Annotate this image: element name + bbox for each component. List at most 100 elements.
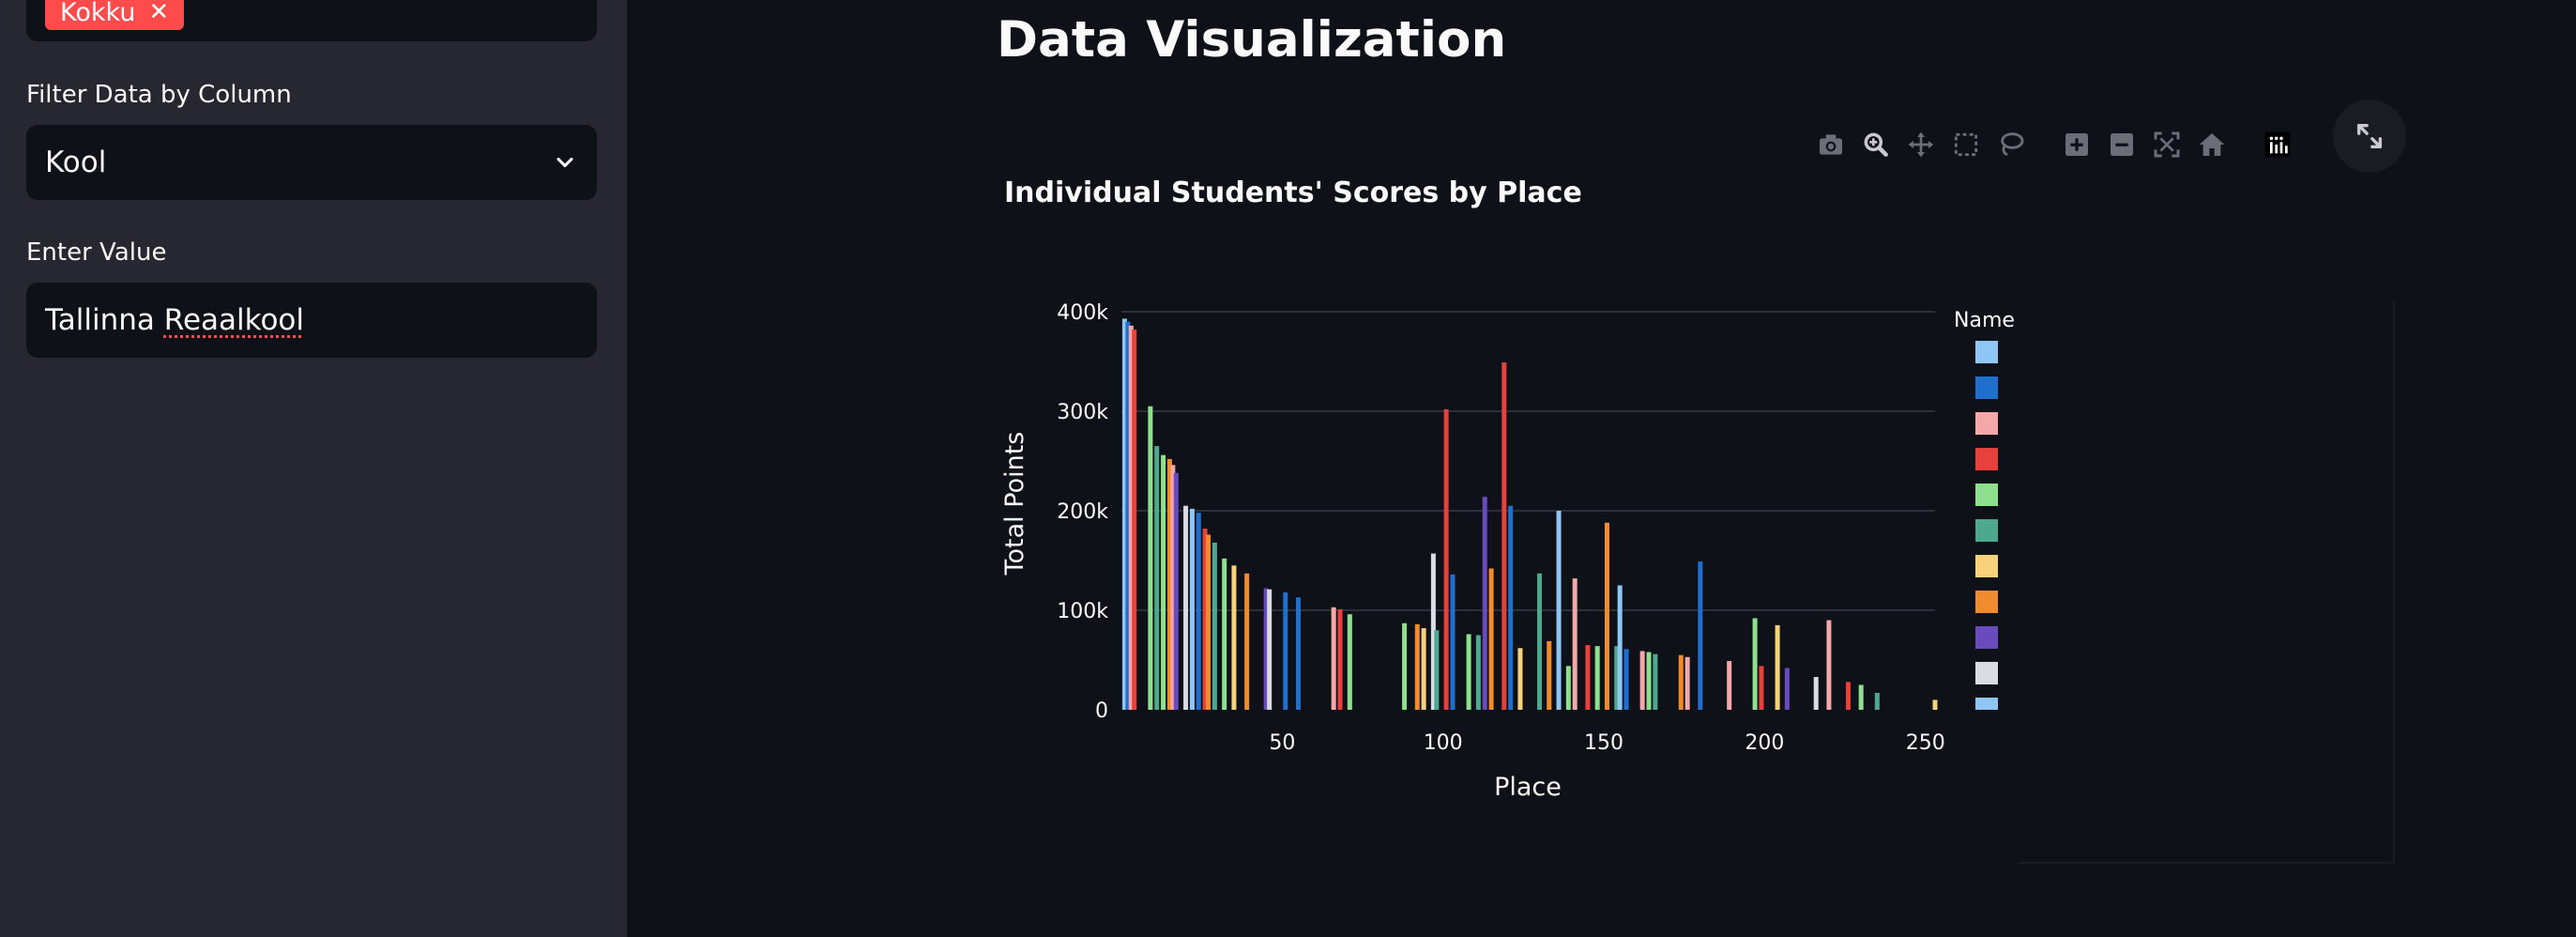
- close-icon[interactable]: ✕: [148, 0, 170, 26]
- bar[interactable]: [1536, 573, 1542, 710]
- bar[interactable]: [1402, 622, 1408, 710]
- bar[interactable]: [1154, 446, 1160, 710]
- bar[interactable]: [1173, 472, 1179, 710]
- bar[interactable]: [1244, 573, 1250, 710]
- pan-icon[interactable]: [1905, 129, 1937, 161]
- bar[interactable]: [1623, 649, 1629, 710]
- bar[interactable]: [1125, 321, 1131, 710]
- bar[interactable]: [1813, 677, 1819, 710]
- bar[interactable]: [1202, 529, 1208, 710]
- bar[interactable]: [1874, 692, 1880, 710]
- bar[interactable]: [1121, 318, 1127, 710]
- bar[interactable]: [1189, 508, 1195, 710]
- bar[interactable]: [1295, 597, 1301, 710]
- bar[interactable]: [1653, 653, 1658, 710]
- bar[interactable]: [1267, 589, 1273, 710]
- bar[interactable]: [1466, 634, 1471, 710]
- bar[interactable]: [1183, 505, 1189, 710]
- legend-swatch[interactable]: [1975, 448, 1998, 470]
- legend-swatch[interactable]: [1975, 484, 1998, 506]
- filter-column-select[interactable]: Kool: [26, 125, 597, 200]
- bar[interactable]: [1206, 534, 1212, 710]
- bar[interactable]: [1128, 325, 1134, 710]
- bar[interactable]: [1752, 618, 1758, 710]
- bar[interactable]: [1421, 628, 1426, 710]
- zoom-out-icon[interactable]: [2106, 129, 2138, 161]
- bar[interactable]: [1614, 646, 1620, 710]
- bar[interactable]: [1639, 651, 1645, 710]
- bar[interactable]: [1443, 408, 1449, 710]
- legend-swatch[interactable]: [1975, 412, 1998, 435]
- bar[interactable]: [1727, 661, 1732, 710]
- bar[interactable]: [1604, 522, 1609, 710]
- zoom-icon[interactable]: [1860, 129, 1892, 161]
- legend-swatch[interactable]: [1975, 341, 1998, 363]
- bar[interactable]: [1594, 646, 1600, 710]
- legend-swatch[interactable]: [1975, 662, 1998, 684]
- bar[interactable]: [1148, 406, 1153, 710]
- bar[interactable]: [1646, 652, 1652, 710]
- columns-multiselect[interactable]: Kokku ✕: [26, 0, 597, 41]
- bar[interactable]: [1347, 614, 1352, 710]
- bar[interactable]: [1161, 454, 1166, 710]
- plotly-logo-icon[interactable]: [2262, 129, 2294, 161]
- legend-swatch[interactable]: [1975, 626, 1998, 649]
- legend-swatch[interactable]: [1975, 376, 1998, 399]
- autoscale-icon[interactable]: [2151, 129, 2183, 161]
- bar[interactable]: [1475, 635, 1481, 711]
- bar[interactable]: [1556, 511, 1562, 710]
- camera-icon[interactable]: [1815, 129, 1847, 161]
- fullscreen-button[interactable]: [2333, 100, 2406, 173]
- bar[interactable]: [1845, 682, 1851, 710]
- bars: [1121, 318, 1938, 711]
- box-select-icon[interactable]: [1950, 129, 1982, 161]
- bar[interactable]: [1684, 656, 1690, 710]
- value-input[interactable]: Tallinna Reaalkool: [26, 283, 597, 358]
- bar[interactable]: [1759, 666, 1764, 710]
- value-input-text: Tallinna Reaalkool: [45, 303, 304, 337]
- bar[interactable]: [1482, 497, 1487, 710]
- bar[interactable]: [1170, 465, 1176, 710]
- bar[interactable]: [1678, 654, 1684, 710]
- bar[interactable]: [1450, 574, 1456, 710]
- bar[interactable]: [1617, 585, 1623, 711]
- value-word-2: Reaalkool: [163, 303, 305, 337]
- bar[interactable]: [1283, 591, 1288, 710]
- bar[interactable]: [1826, 620, 1832, 710]
- legend-swatch[interactable]: [1975, 698, 1998, 710]
- bar[interactable]: [1166, 458, 1172, 710]
- legend-swatch[interactable]: [1975, 555, 1998, 577]
- bar[interactable]: [1430, 553, 1436, 710]
- bar[interactable]: [1547, 640, 1552, 710]
- bar[interactable]: [1331, 607, 1336, 710]
- bar[interactable]: [1932, 699, 1938, 710]
- bar[interactable]: [1488, 568, 1494, 710]
- bar[interactable]: [1501, 362, 1507, 710]
- reset-axes-icon[interactable]: [2196, 129, 2228, 161]
- bar[interactable]: [1517, 648, 1523, 710]
- bar[interactable]: [1337, 608, 1343, 710]
- y-tick-label: 0: [1095, 699, 1108, 723]
- bar[interactable]: [1585, 645, 1591, 710]
- bar[interactable]: [1565, 666, 1571, 710]
- zoom-in-icon[interactable]: [2061, 129, 2093, 161]
- bar[interactable]: [1231, 565, 1237, 710]
- bar[interactable]: [1784, 668, 1790, 710]
- bar[interactable]: [1572, 578, 1578, 710]
- bar[interactable]: [1775, 624, 1780, 710]
- legend-swatch[interactable]: [1975, 519, 1998, 542]
- bar[interactable]: [1263, 588, 1269, 710]
- bar[interactable]: [1132, 330, 1137, 710]
- bar[interactable]: [1698, 561, 1703, 710]
- lasso-icon[interactable]: [1995, 129, 2027, 161]
- bar[interactable]: [1434, 630, 1440, 710]
- bar[interactable]: [1196, 513, 1201, 710]
- bar[interactable]: [1212, 542, 1217, 710]
- y-axis-label: Total Points: [1000, 432, 1029, 576]
- multiselect-tag[interactable]: Kokku ✕: [45, 0, 185, 30]
- bar[interactable]: [1858, 684, 1864, 711]
- bar[interactable]: [1414, 623, 1420, 710]
- legend-swatch[interactable]: [1975, 591, 1998, 613]
- bar[interactable]: [1508, 505, 1514, 710]
- bar[interactable]: [1222, 558, 1227, 710]
